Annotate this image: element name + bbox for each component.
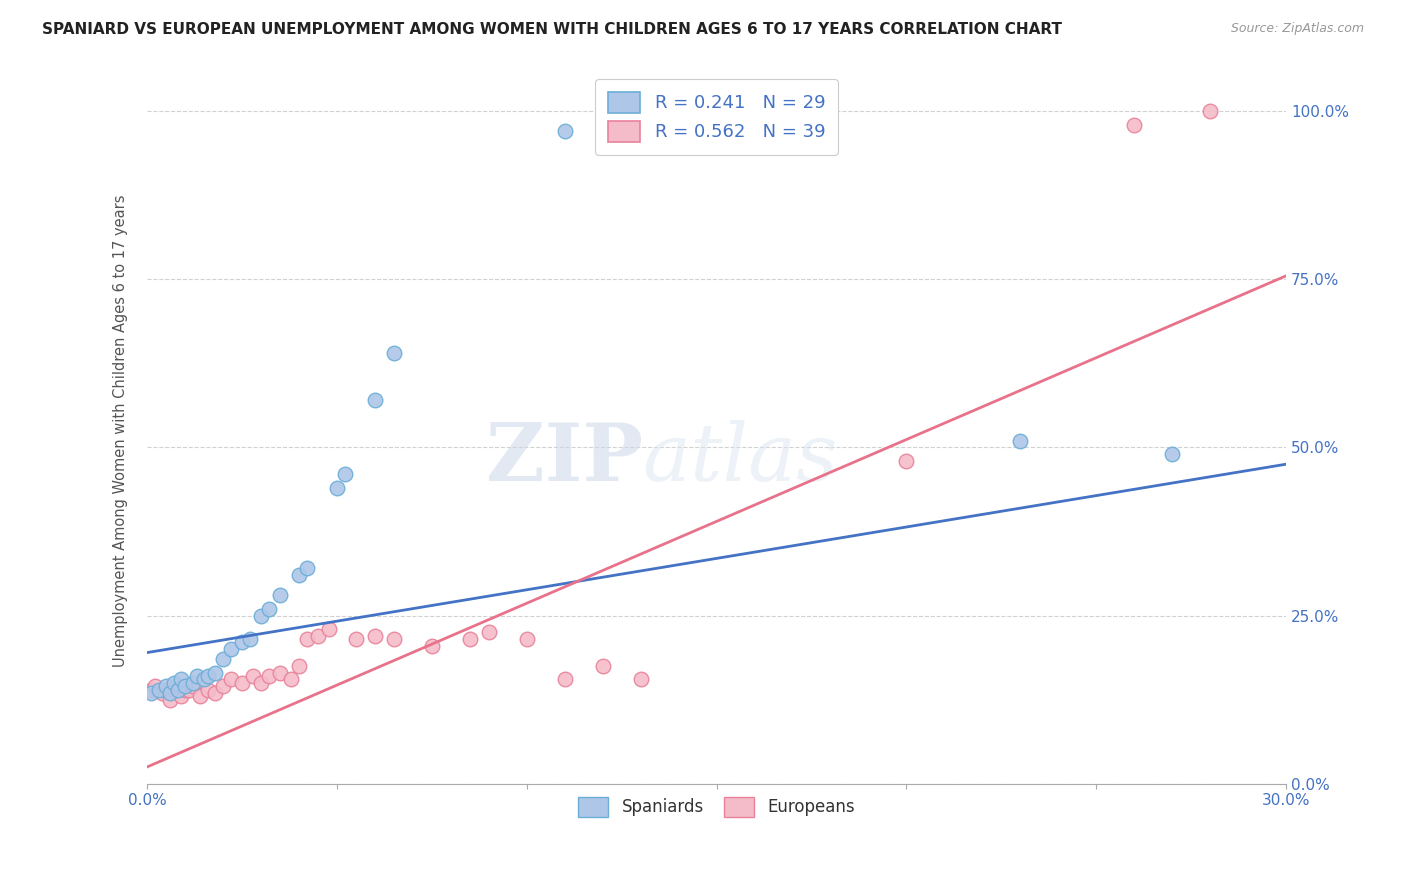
- Point: [193, 673, 215, 687]
- Y-axis label: Unemployment Among Women with Children Ages 6 to 17 years: Unemployment Among Women with Children A…: [114, 194, 128, 667]
- Point: [1161, 447, 1184, 461]
- Point: [150, 686, 173, 700]
- Point: [159, 692, 181, 706]
- Point: [592, 659, 614, 673]
- Point: [239, 632, 262, 646]
- Point: [364, 393, 387, 408]
- Point: [364, 629, 387, 643]
- Point: [177, 682, 200, 697]
- Point: [181, 679, 204, 693]
- Text: atlas: atlas: [643, 420, 838, 498]
- Point: [155, 679, 177, 693]
- Point: [139, 682, 162, 697]
- Point: [204, 665, 226, 680]
- Point: [174, 682, 197, 697]
- Point: [333, 467, 356, 482]
- Point: [212, 679, 235, 693]
- Point: [295, 561, 318, 575]
- Point: [307, 629, 329, 643]
- Text: SPANIARD VS EUROPEAN UNEMPLOYMENT AMONG WOMEN WITH CHILDREN AGES 6 TO 17 YEARS C: SPANIARD VS EUROPEAN UNEMPLOYMENT AMONG …: [42, 22, 1062, 37]
- Point: [166, 682, 188, 697]
- Point: [170, 690, 193, 704]
- Point: [188, 690, 211, 704]
- Point: [257, 669, 280, 683]
- Point: [143, 679, 166, 693]
- Text: Source: ZipAtlas.com: Source: ZipAtlas.com: [1230, 22, 1364, 36]
- Point: [288, 659, 311, 673]
- Point: [170, 673, 193, 687]
- Point: [326, 481, 349, 495]
- Text: ZIP: ZIP: [485, 420, 643, 498]
- Point: [458, 632, 481, 646]
- Point: [250, 608, 273, 623]
- Point: [269, 588, 291, 602]
- Point: [155, 682, 177, 697]
- Point: [269, 665, 291, 680]
- Point: [318, 622, 340, 636]
- Point: [257, 602, 280, 616]
- Point: [1199, 104, 1222, 119]
- Point: [139, 686, 162, 700]
- Legend: Spaniards, Europeans: Spaniards, Europeans: [569, 789, 863, 825]
- Point: [204, 686, 226, 700]
- Point: [420, 639, 443, 653]
- Point: [630, 673, 652, 687]
- Point: [288, 568, 311, 582]
- Point: [896, 454, 918, 468]
- Point: [219, 642, 242, 657]
- Point: [148, 682, 170, 697]
- Point: [231, 676, 253, 690]
- Point: [295, 632, 318, 646]
- Point: [174, 679, 197, 693]
- Point: [163, 676, 186, 690]
- Point: [163, 682, 186, 697]
- Point: [382, 632, 405, 646]
- Point: [166, 679, 188, 693]
- Point: [231, 635, 253, 649]
- Point: [478, 625, 501, 640]
- Point: [1123, 118, 1146, 132]
- Point: [212, 652, 235, 666]
- Point: [242, 669, 264, 683]
- Point: [1010, 434, 1032, 448]
- Point: [554, 673, 576, 687]
- Point: [181, 676, 204, 690]
- Point: [516, 632, 538, 646]
- Point: [219, 673, 242, 687]
- Point: [197, 669, 219, 683]
- Point: [197, 682, 219, 697]
- Point: [250, 676, 273, 690]
- Point: [186, 669, 208, 683]
- Point: [280, 673, 302, 687]
- Point: [382, 346, 405, 360]
- Point: [554, 124, 576, 138]
- Point: [344, 632, 367, 646]
- Point: [159, 686, 181, 700]
